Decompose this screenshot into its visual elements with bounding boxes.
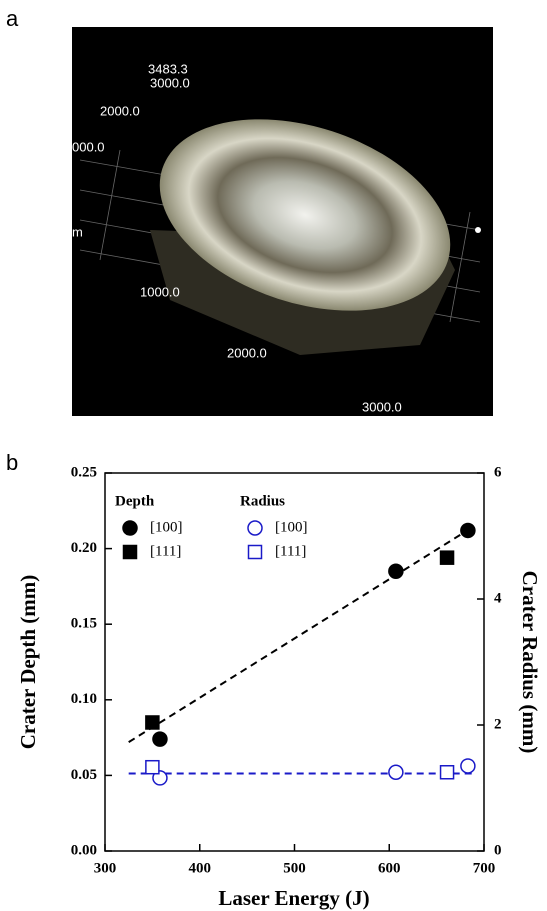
marker bbox=[439, 550, 455, 565]
y-tick-label: 0.00 bbox=[71, 842, 97, 858]
legend-label: [100] bbox=[150, 519, 183, 535]
x-tick-label: 300 bbox=[94, 860, 117, 876]
marker bbox=[145, 759, 160, 775]
fit-line bbox=[128, 525, 476, 743]
marker bbox=[145, 715, 160, 730]
image-label: 3000.0 bbox=[150, 75, 190, 90]
microscope-image bbox=[72, 27, 493, 416]
image-label: 000.0 bbox=[72, 139, 105, 154]
legend-title: Radius bbox=[240, 493, 285, 509]
image-label: 1000.0 bbox=[140, 284, 180, 299]
legend-label: [100] bbox=[275, 519, 308, 535]
image-label: 2000.0 bbox=[227, 345, 267, 360]
marker bbox=[388, 764, 404, 780]
legend-marker bbox=[122, 544, 138, 560]
image-label: 2000.0 bbox=[100, 103, 140, 118]
marker bbox=[388, 563, 404, 580]
crater-surface bbox=[159, 119, 451, 311]
x-tick-label: 400 bbox=[189, 860, 212, 876]
y2-tick-label: 4 bbox=[494, 590, 502, 606]
y-tick-label: 0.10 bbox=[71, 691, 97, 707]
y-tick-label: 0.05 bbox=[71, 767, 97, 783]
y2-tick-label: 2 bbox=[494, 716, 502, 732]
y-axis-label: Crater Depth (mm) bbox=[16, 575, 40, 750]
x-axis-label: Laser Energy (J) bbox=[218, 886, 369, 910]
marker bbox=[439, 765, 455, 780]
y-tick-label: 0.20 bbox=[71, 540, 97, 556]
panel-label: b bbox=[6, 450, 18, 475]
x-tick-label: 600 bbox=[378, 860, 401, 876]
legend-label: [111] bbox=[150, 543, 181, 559]
image-label: m bbox=[72, 224, 83, 239]
y2-tick-label: 6 bbox=[494, 464, 502, 480]
marker bbox=[460, 758, 476, 774]
x-tick-label: 700 bbox=[473, 860, 496, 876]
legend-marker bbox=[247, 544, 263, 560]
y2-axis-label: Crater Radius (mm) bbox=[518, 571, 542, 754]
marker bbox=[152, 731, 168, 747]
marker-dot bbox=[475, 227, 481, 233]
panel-label: a bbox=[6, 6, 19, 31]
legend-marker bbox=[122, 520, 138, 536]
y-tick-label: 0.25 bbox=[71, 464, 97, 480]
image-label: 3483.3 bbox=[148, 61, 188, 76]
x-tick-label: 500 bbox=[283, 860, 306, 876]
legend-label: [111] bbox=[275, 543, 306, 559]
marker bbox=[460, 522, 476, 539]
legend-title: Depth bbox=[115, 493, 155, 509]
image-label: 3000.0 bbox=[362, 399, 402, 414]
y2-tick-label: 0 bbox=[494, 842, 502, 858]
legend-marker bbox=[247, 520, 263, 536]
y-tick-label: 0.15 bbox=[71, 616, 97, 632]
